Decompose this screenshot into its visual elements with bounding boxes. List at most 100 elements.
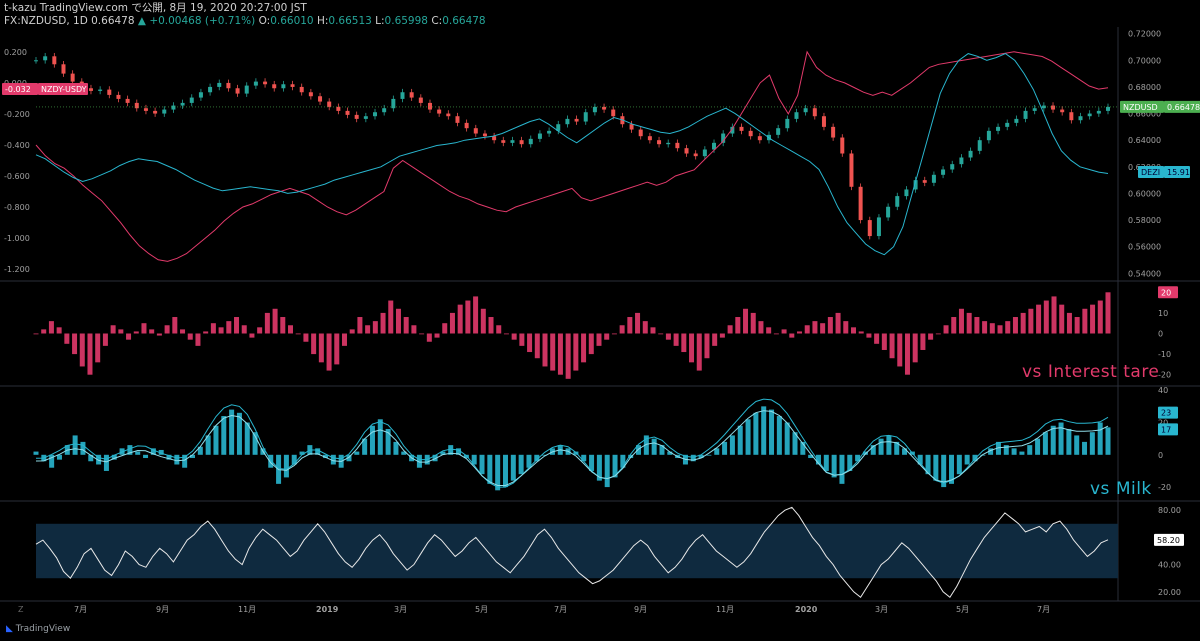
candle-body — [437, 109, 442, 114]
interest-bar — [1012, 317, 1018, 334]
candle-body — [629, 124, 634, 130]
candle-body — [528, 138, 533, 145]
milk-bar — [401, 451, 407, 455]
change-value: +0.00468 (+0.71%) — [149, 15, 256, 27]
milk-bar — [323, 454, 329, 459]
candle-body — [327, 101, 332, 107]
candle-body — [391, 98, 396, 109]
candle-body — [647, 136, 652, 141]
candle-body — [1069, 112, 1074, 121]
milk-bar — [244, 422, 250, 455]
nzdy-usdy-line — [35, 50, 1109, 262]
interest-bar — [958, 308, 964, 334]
candle-body — [583, 112, 588, 122]
interest-bar — [966, 312, 972, 334]
interest-bar — [511, 333, 517, 340]
left-axis-tick-5: -0.800 — [4, 203, 30, 212]
candle-body — [702, 149, 707, 157]
milk-bar — [283, 454, 289, 478]
candle-body — [867, 220, 872, 237]
interest-bar — [457, 304, 463, 334]
milk-bar — [542, 454, 548, 456]
interest-bar — [195, 333, 201, 346]
milk-bar — [1066, 428, 1072, 455]
price-axis-tick-2: 0.68000 — [1128, 83, 1161, 92]
interest-bar — [619, 325, 625, 334]
milk-overlay-line-a — [35, 398, 1109, 488]
interest-bar — [920, 333, 926, 350]
milk-bar — [166, 454, 172, 460]
x-axis-tick-4: 3月 — [394, 605, 407, 614]
price-axis-tick-9: 0.54000 — [1128, 269, 1161, 278]
milk-bar — [925, 454, 931, 475]
interest-bar — [257, 327, 263, 334]
milk-bar — [941, 454, 947, 488]
candle-body — [840, 137, 845, 154]
milk-bar — [56, 454, 62, 460]
candle-body — [143, 108, 148, 111]
interest-bar — [503, 333, 509, 335]
milk-bar — [823, 454, 829, 471]
milk-bar — [745, 419, 751, 455]
milk-bar — [518, 454, 524, 475]
tag-nzdy-value-bg — [2, 83, 38, 95]
interest-bar — [704, 333, 710, 359]
footer-brand: ◣ TradingView — [6, 624, 70, 634]
milk-bar — [1042, 432, 1048, 455]
candle-body — [739, 126, 744, 131]
interest-bar — [527, 333, 533, 353]
interest-axis-tick-2: 0 — [1158, 330, 1163, 339]
candle-body — [1078, 116, 1083, 121]
left-axis-tick-3: -0.400 — [4, 141, 30, 150]
candle-body — [1060, 109, 1065, 113]
milk-bar — [526, 454, 532, 468]
interest-bar — [681, 333, 687, 353]
milk-bar — [1050, 425, 1056, 455]
interest-bar — [272, 308, 278, 334]
interest-bar — [465, 300, 471, 334]
tag-dezi-name-bg — [1138, 166, 1164, 178]
tag-dezi-value-bg — [1164, 166, 1190, 178]
rsi-axis-tick-2: 40.00 — [1158, 561, 1181, 570]
milk-bar — [761, 406, 767, 455]
interest-bar — [588, 333, 594, 355]
candle-body — [574, 118, 579, 122]
publish-info: t-kazu TradingView.com で公開, 8月 19, 2020 … — [4, 2, 307, 14]
tag-nzdusd-name: NZDUSD — [1123, 103, 1158, 112]
candle-body — [363, 116, 368, 119]
interest-bar — [326, 333, 332, 371]
last-price: 0.66478 — [91, 15, 135, 27]
milk-bar — [432, 454, 438, 462]
candle-body — [886, 206, 891, 218]
milk-bar — [88, 454, 94, 462]
interest-bar — [442, 323, 448, 334]
interest-bar — [881, 333, 887, 350]
candle-body — [162, 109, 167, 114]
milk-bar — [72, 435, 78, 455]
candle-body — [116, 94, 121, 99]
milk-bar — [628, 454, 634, 459]
candle-body — [226, 82, 231, 89]
milk-bar — [995, 441, 1001, 455]
candle-body — [299, 86, 304, 93]
milk-bar — [377, 419, 383, 455]
interest-bar — [797, 331, 803, 334]
milk-bar — [229, 409, 235, 455]
x-axis-tick-1: 9月 — [156, 605, 169, 614]
milk-bar — [111, 454, 117, 460]
candle-body — [721, 133, 726, 143]
interest-bar — [149, 329, 155, 334]
rsi-band — [36, 523, 1118, 579]
candle-body — [849, 153, 854, 187]
x-axis-tick-10: 3月 — [875, 605, 888, 614]
interest-bar — [982, 321, 988, 334]
milk-bar — [956, 454, 962, 475]
milk-bar — [643, 435, 649, 455]
candle-body — [776, 128, 781, 135]
candle-body — [556, 124, 561, 131]
interest-bar — [33, 333, 39, 335]
milk-bar — [933, 454, 939, 481]
interest-bar — [789, 333, 795, 338]
candle-body — [657, 140, 662, 145]
